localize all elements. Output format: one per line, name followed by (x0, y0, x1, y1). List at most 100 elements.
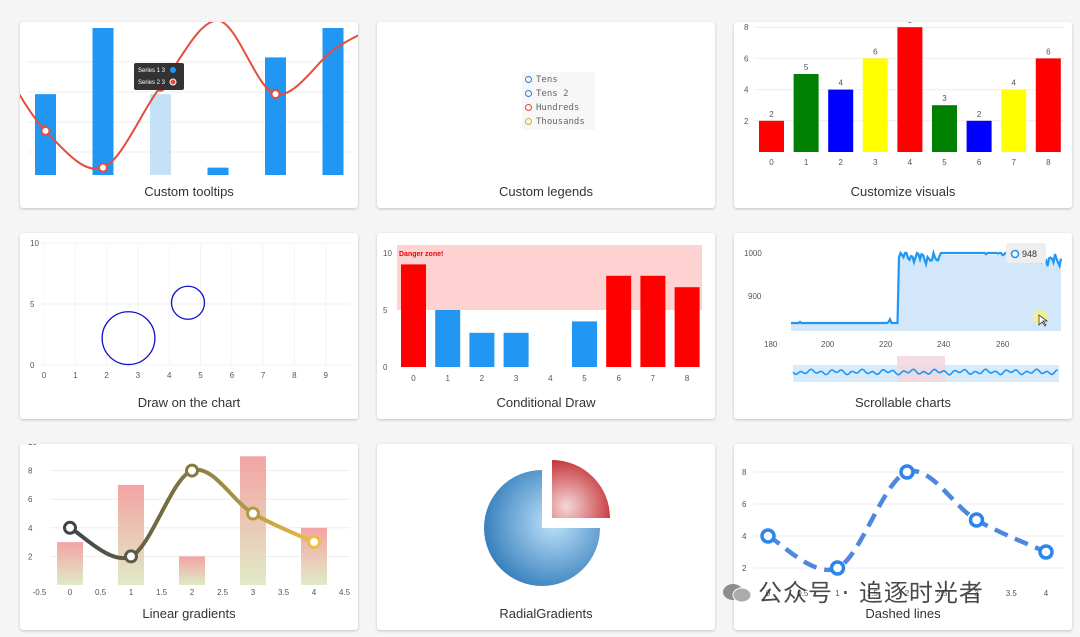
bar (265, 57, 286, 175)
scrollbar-navigator[interactable] (792, 356, 1059, 382)
scroll-xtick: 180 (764, 340, 778, 349)
xtick: 1 (445, 374, 450, 383)
series-point (185, 463, 199, 478)
bar-data-label: 4 (838, 79, 843, 88)
caption-custom-tooltips: Custom tooltips (144, 184, 234, 199)
bar-data-label: 2 (769, 110, 774, 119)
legend-dot-icon (525, 76, 532, 83)
pie-slice-large[interactable] (484, 470, 600, 586)
card-custom-tooltips[interactable]: Series 1 3 Series 2 3 Custom tooltips (20, 22, 358, 208)
ytick: 2 (28, 552, 33, 561)
xtick: 4 (167, 371, 172, 380)
card-draw-on-chart[interactable]: 0 5 10 0 1 2 3 4 5 6 7 8 9 Draw on the chart (20, 233, 358, 419)
xtick: 0 (766, 589, 771, 598)
tooltip-dot-icon (1010, 249, 1020, 259)
legend-item-thousands[interactable]: Thousands (525, 115, 595, 129)
legend-dot-icon (525, 104, 532, 111)
bar (674, 287, 700, 367)
xtick: 3.5 (1006, 589, 1018, 598)
ytick: 10 (30, 239, 39, 248)
ytick: 2 (744, 117, 749, 126)
scroll-xtick: 220 (879, 340, 893, 349)
caption-linear-gradients: Linear gradients (142, 606, 236, 621)
card-radial-gradients[interactable]: RadialGradients (377, 444, 715, 630)
xtick: 5 (582, 374, 587, 383)
caption-scrollable-charts: Scrollable charts (854, 395, 952, 410)
dashed-line-chart[interactable]: 2 4 6 8 0 0.5 1 1.5 2 2.5 3 3.5 4 (734, 444, 1072, 630)
tooltips-chart[interactable]: Series 1 3 Series 2 3 (20, 22, 358, 208)
xtick: 1 (129, 588, 134, 597)
ytick: 6 (28, 495, 33, 504)
xtick: 1 (835, 589, 840, 598)
visuals-chart[interactable]: 2 4 6 8 2 0 5 1 4 2 6 3 8 4 3 5 2 6 4 7 6 8 (734, 22, 1072, 208)
bar-data-label: 5 (804, 63, 809, 72)
ytick: 4 (744, 86, 749, 95)
bar (759, 120, 784, 152)
card-customize-visuals[interactable]: 2 4 6 8 2 0 5 1 4 2 6 3 8 4 3 5 2 6 4 7 6 8 Customize visuals (734, 22, 1072, 208)
bar (640, 275, 666, 367)
series-point (760, 528, 776, 544)
legend-item-hundreds[interactable]: Hundreds (525, 101, 595, 115)
xtick: 6 (616, 374, 621, 383)
radial-pie-chart[interactable] (377, 444, 715, 630)
series-point (307, 535, 321, 550)
xtick: 1 (804, 158, 809, 167)
series-point (899, 464, 915, 480)
xtick: 3 (974, 589, 979, 598)
card-scrollable-charts[interactable]: 1000 900 180 200 220 240 260 948 Scrolla… (734, 233, 1072, 419)
cursor-icon (1038, 314, 1049, 327)
bar (572, 321, 597, 367)
scroll-chart[interactable]: 1000 900 180 200 220 240 260 948 (734, 233, 1072, 419)
bar-data-label: 3 (942, 94, 947, 103)
danger-zone-label: Danger zone! (399, 251, 443, 258)
tooltip-value: 948 (1022, 249, 1037, 259)
card-dashed-lines[interactable]: 2 4 6 8 0 0.5 1 1.5 2 2.5 3 3.5 4 Dashed lines (734, 444, 1072, 630)
series-point (124, 549, 138, 564)
dashed-series-line (766, 468, 1047, 573)
xtick: 7 (1011, 158, 1016, 167)
conditional-chart[interactable]: Danger zone! 0 5 10 0 1 2 3 4 5 6 7 8 (377, 233, 715, 419)
ytick: 0 (30, 361, 35, 370)
series-point (829, 560, 846, 576)
linear-gradient-chart[interactable]: 2 4 6 8 10 -0.5 0 0.5 1 1.5 2 2.5 3 3.5 4 4.5 (20, 444, 358, 630)
xtick: 8 (1046, 158, 1051, 167)
xtick: 8 (685, 374, 690, 383)
bar (57, 542, 83, 585)
card-linear-gradients[interactable]: 2 4 6 8 10 -0.5 0 0.5 1 1.5 2 2.5 3 3.5 4 4.5 Linear gr… (20, 444, 358, 630)
scroll-xtick: 260 (996, 340, 1010, 349)
pie-slice-small[interactable] (552, 460, 610, 518)
scrollbar-handle[interactable] (897, 356, 945, 382)
watermark-text: 公众号 · 追逐时光者 (758, 579, 984, 607)
legend-item-tens-2[interactable]: Tens 2 (525, 87, 595, 101)
tooltip-series2: Series 2 3 (138, 80, 166, 86)
xtick: 4 (548, 374, 553, 383)
xtick: 2.5 (936, 589, 948, 598)
series-2-point (270, 89, 281, 100)
series-2-point (40, 125, 51, 136)
scroll-area-mask (791, 253, 1061, 323)
xtick: 7 (261, 371, 266, 380)
xtick: 5 (198, 371, 203, 380)
bar-data-label: 4 (1011, 79, 1016, 88)
ytick: 2 (742, 564, 747, 573)
xtick: 9 (323, 371, 328, 380)
xtick: 3.5 (278, 588, 290, 597)
series-point (1038, 544, 1054, 560)
card-custom-legends[interactable]: Tens Tens 2 Hundreds Thousands Custom le… (377, 22, 715, 208)
xtick: 4 (908, 158, 913, 167)
bar-data-label: 8 (908, 22, 913, 25)
ytick: 10 (28, 444, 37, 447)
legend-item-tens[interactable]: Tens (525, 73, 595, 87)
caption-customize-visuals: Customize visuals (850, 184, 956, 199)
card-conditional-draw[interactable]: Danger zone! 0 5 10 0 1 2 3 4 5 6 7 8 Conditional D… (377, 233, 715, 419)
scroll-tooltip: 948 (1006, 243, 1046, 263)
ytick: 4 (742, 532, 747, 541)
ytick: 6 (744, 54, 749, 63)
bar (1001, 89, 1027, 152)
tooltip-series2-dot (169, 78, 177, 86)
xtick: 0 (769, 158, 774, 167)
bar (503, 332, 529, 367)
legend-label: Thousands (536, 117, 585, 127)
tooltip-series1-dot (170, 67, 176, 73)
draw-chart[interactable]: 0 5 10 0 1 2 3 4 5 6 7 8 9 (20, 233, 358, 419)
